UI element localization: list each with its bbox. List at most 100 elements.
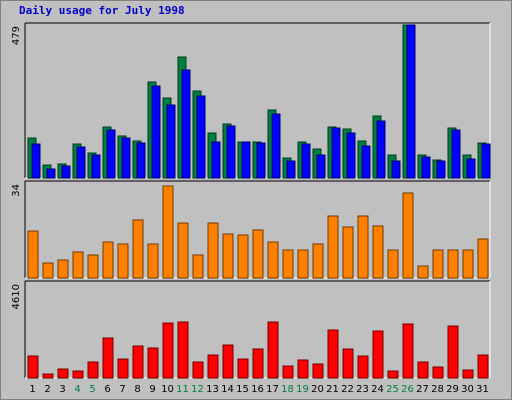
- bar-sites-s0-day-27: [417, 265, 429, 279]
- bar-hits-files-s1-day-5: [91, 154, 101, 179]
- x-label-day-9: 9: [149, 384, 155, 395]
- x-label-day-22: 22: [341, 384, 354, 395]
- x-label-day-26: 26: [401, 384, 414, 395]
- bar-sites-s0-day-24: [372, 225, 384, 279]
- bar-sites-s0-day-14: [222, 233, 234, 279]
- x-label-day-5: 5: [89, 384, 95, 395]
- bar-hits-files-s1-day-11: [181, 69, 191, 179]
- bar-kbytes-s0-day-14: [222, 344, 234, 379]
- x-label-day-21: 21: [326, 384, 339, 395]
- bar-kbytes-s0-day-5: [87, 361, 99, 379]
- bar-kbytes-s0-day-7: [117, 358, 129, 379]
- bar-hits-files-s1-day-23: [361, 145, 371, 179]
- bar-kbytes-s0-day-30: [462, 369, 474, 379]
- bar-sites-s0-day-30: [462, 249, 474, 279]
- bar-kbytes-s0-day-28: [432, 366, 444, 379]
- bar-sites-s0-day-3: [57, 259, 69, 279]
- bar-sites-s0-day-11: [177, 222, 189, 279]
- bar-hits-files-s1-day-30: [466, 158, 476, 179]
- bar-hits-files-s1-day-15: [241, 141, 251, 179]
- bar-sites-s0-day-13: [207, 222, 219, 279]
- bar-kbytes-s0-day-19: [297, 359, 309, 379]
- ymax-label-hits-files: 479: [11, 26, 22, 45]
- bar-hits-files-s1-day-25: [391, 160, 401, 179]
- bar-sites-s0-day-7: [117, 243, 129, 279]
- bar-kbytes-s0-day-4: [72, 370, 84, 379]
- x-label-day-18: 18: [281, 384, 294, 395]
- x-label-day-31: 31: [476, 384, 489, 395]
- bar-hits-files-s1-day-14: [226, 125, 236, 179]
- bar-hits-files-s1-day-16: [256, 142, 266, 179]
- x-label-day-27: 27: [416, 384, 429, 395]
- bar-kbytes-s0-day-11: [177, 321, 189, 379]
- bar-hits-files-s1-day-20: [316, 154, 326, 179]
- bar-sites-s0-day-18: [282, 249, 294, 279]
- bar-sites-s0-day-23: [357, 215, 369, 279]
- x-label-day-15: 15: [236, 384, 249, 395]
- bar-kbytes-s0-day-12: [192, 361, 204, 379]
- bar-hits-files-s1-day-27: [421, 156, 431, 179]
- bar-hits-files-s1-day-17: [271, 113, 281, 179]
- bar-sites-s0-day-21: [327, 215, 339, 279]
- bar-hits-files-s1-day-19: [301, 143, 311, 179]
- chart-title: Daily usage for July 1998: [19, 4, 185, 17]
- x-label-day-19: 19: [296, 384, 309, 395]
- x-label-day-16: 16: [251, 384, 264, 395]
- bar-hits-files-s1-day-7: [121, 137, 131, 179]
- x-label-day-20: 20: [311, 384, 324, 395]
- bar-sites-s0-day-6: [102, 241, 114, 279]
- x-label-day-11: 11: [176, 384, 189, 395]
- x-label-day-6: 6: [104, 384, 110, 395]
- bar-kbytes-s0-day-17: [267, 321, 279, 379]
- x-label-day-17: 17: [266, 384, 279, 395]
- x-label-day-29: 29: [446, 384, 459, 395]
- bar-kbytes-s0-day-8: [132, 345, 144, 379]
- bar-hits-files-s1-day-1: [31, 143, 41, 179]
- bar-sites-s0-day-19: [297, 249, 309, 279]
- bar-hits-files-s1-day-18: [286, 160, 296, 179]
- bar-sites-s0-day-5: [87, 254, 99, 279]
- bar-kbytes-s0-day-21: [327, 329, 339, 379]
- bar-kbytes-s0-day-27: [417, 361, 429, 379]
- bar-sites-s0-day-2: [42, 262, 54, 279]
- bar-sites-s0-day-20: [312, 243, 324, 279]
- bar-kbytes-s0-day-23: [357, 355, 369, 379]
- bar-sites-s0-day-26: [402, 192, 414, 279]
- bar-sites-s0-day-15: [237, 234, 249, 279]
- bar-sites-s0-day-25: [387, 249, 399, 279]
- x-label-day-7: 7: [119, 384, 125, 395]
- bar-sites-s0-day-17: [267, 241, 279, 279]
- bar-sites-s0-day-9: [147, 243, 159, 279]
- bar-sites-s0-day-28: [432, 249, 444, 279]
- bar-hits-files-s1-day-12: [196, 95, 206, 179]
- x-label-day-12: 12: [191, 384, 204, 395]
- bar-hits-files-s1-day-13: [211, 141, 221, 179]
- bar-hits-files-s1-day-28: [436, 160, 446, 179]
- x-label-day-1: 1: [29, 384, 35, 395]
- x-label-day-28: 28: [431, 384, 444, 395]
- bar-sites-s0-day-10: [162, 185, 174, 279]
- x-label-day-13: 13: [206, 384, 219, 395]
- x-label-day-10: 10: [161, 384, 174, 395]
- bar-kbytes-s0-day-31: [477, 354, 489, 379]
- bar-kbytes-s0-day-29: [447, 325, 459, 379]
- bar-kbytes-s0-day-9: [147, 347, 159, 379]
- bar-hits-files-s1-day-26: [406, 24, 416, 179]
- bar-hits-files-s1-day-10: [166, 104, 176, 179]
- bar-kbytes-s0-day-10: [162, 322, 174, 379]
- bar-sites-s0-day-16: [252, 229, 264, 279]
- bar-kbytes-s0-day-6: [102, 337, 114, 379]
- bar-hits-files-s1-day-21: [331, 127, 341, 179]
- bar-kbytes-s0-day-22: [342, 348, 354, 379]
- x-label-day-2: 2: [44, 384, 50, 395]
- bar-kbytes-s0-day-15: [237, 358, 249, 379]
- x-label-day-25: 25: [386, 384, 399, 395]
- bar-kbytes-s0-day-2: [42, 373, 54, 379]
- ymax-label-sites: 34: [11, 184, 22, 197]
- x-label-day-4: 4: [74, 384, 80, 395]
- bar-hits-files-s1-day-4: [76, 146, 86, 179]
- bar-sites-s0-day-1: [27, 230, 39, 279]
- bar-hits-files-s1-day-3: [61, 165, 71, 179]
- bar-sites-s0-day-29: [447, 249, 459, 279]
